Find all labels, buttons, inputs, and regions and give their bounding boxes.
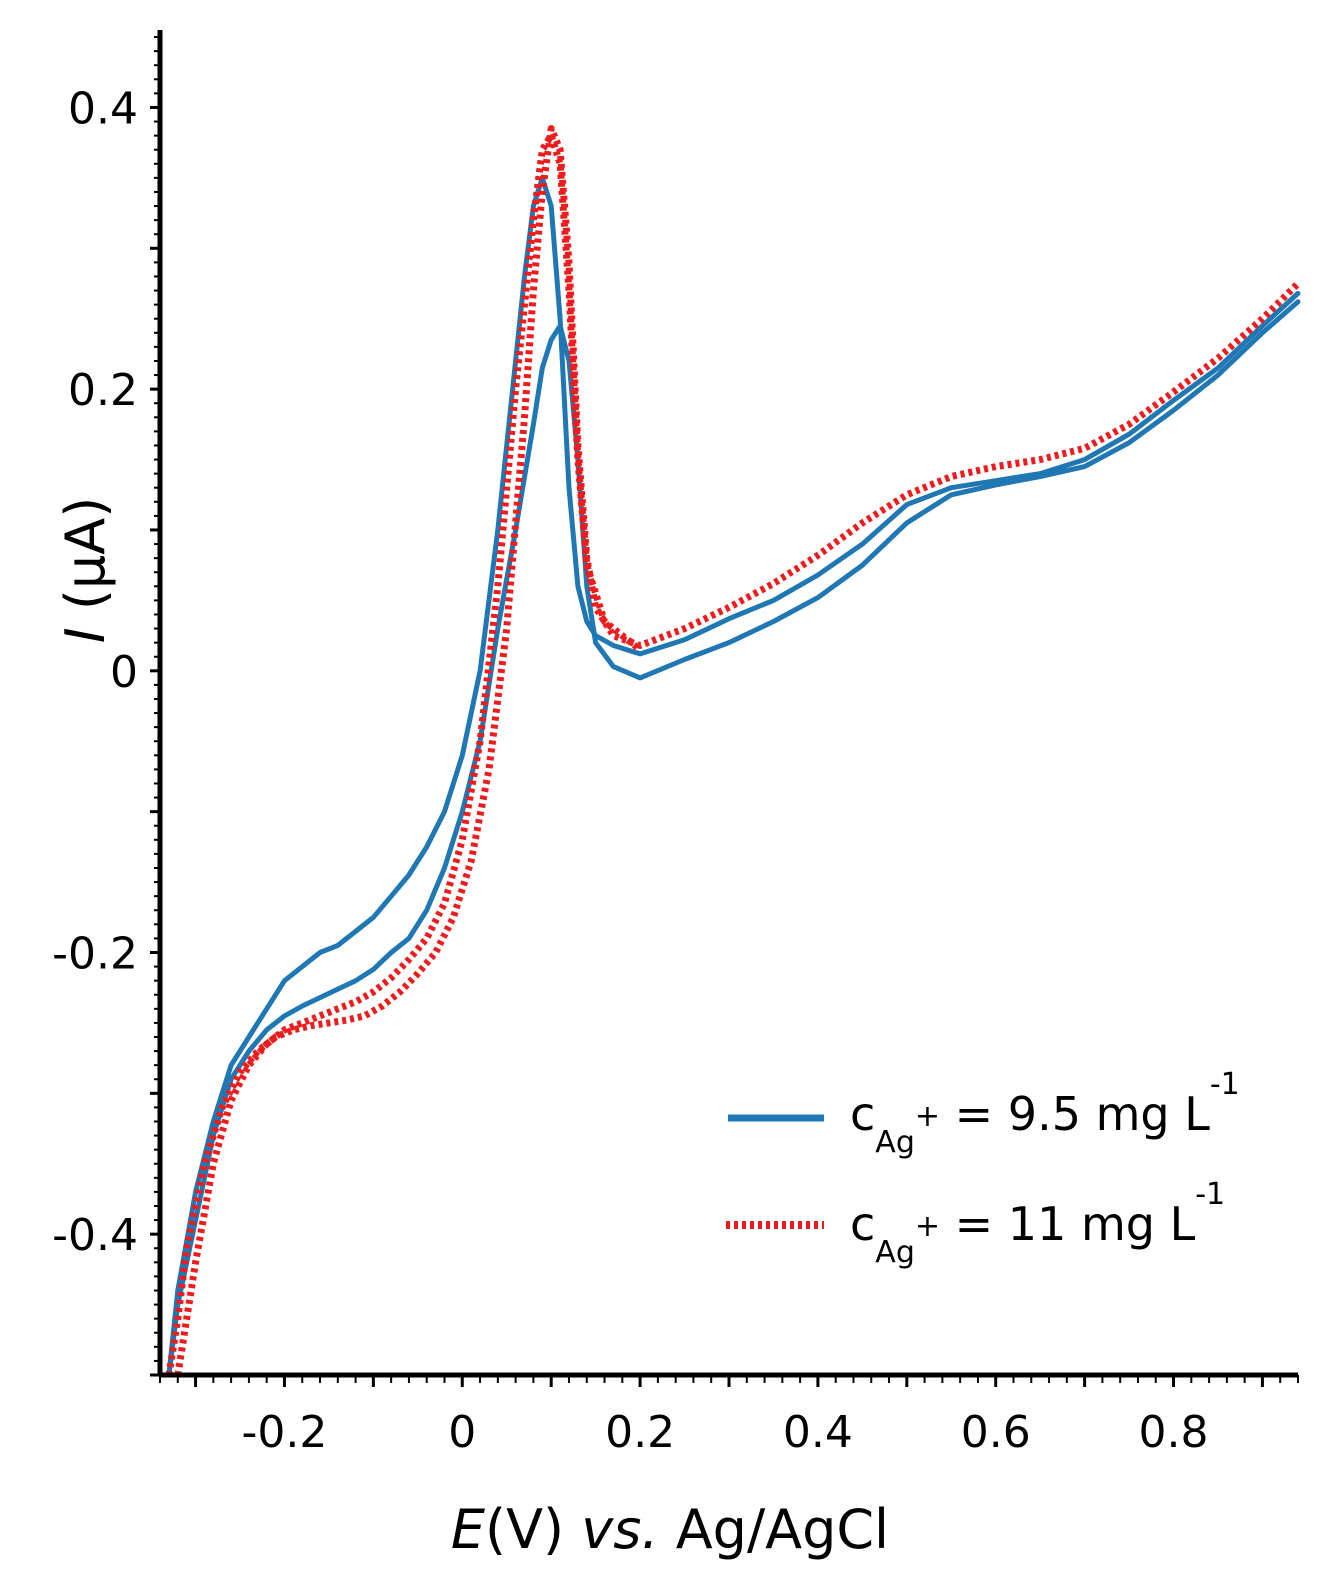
y-tick-label-1: 0.2 xyxy=(68,365,138,416)
legend-label-11: cAg+ = 11 mg L-1 xyxy=(850,1177,1225,1270)
series-line-0 xyxy=(166,175,1301,1378)
series-line-2 xyxy=(165,125,1301,1376)
x-tick-label-4: 0.6 xyxy=(961,1407,1031,1458)
series-line-3 xyxy=(174,132,643,1376)
y-tick-label-2: 0 xyxy=(110,647,138,698)
y-axis-title: I (µA) xyxy=(54,497,117,644)
series-layer xyxy=(165,125,1301,1378)
x-tick-label-3: 0.4 xyxy=(783,1407,853,1458)
y-tick-label-3: -0.2 xyxy=(52,928,138,979)
legend: cAg+ = 9.5 mg L-1 cAg+ = 11 mg L-1 xyxy=(726,1067,1240,1270)
axes-layer: 0.4 0.2 0 -0.2 -0.4 -0.2 0 0.2 0.4 0.6 0.8 xyxy=(52,30,1299,1458)
legend-label-9-5: cAg+ = 9.5 mg L-1 xyxy=(850,1067,1240,1160)
y-tick-label-4: -0.4 xyxy=(52,1210,138,1261)
x-tick-label-0: -0.2 xyxy=(242,1407,328,1458)
series-line-1 xyxy=(166,299,1301,1378)
x-tick-label-5: 0.8 xyxy=(1139,1407,1209,1458)
x-tick-label-1: 0 xyxy=(448,1407,476,1458)
y-tick-label-0: 0.4 xyxy=(68,83,138,134)
x-axis-title: E(V) vs. Ag/AgCl xyxy=(451,1498,889,1561)
x-tick-label-2: 0.2 xyxy=(605,1407,675,1458)
